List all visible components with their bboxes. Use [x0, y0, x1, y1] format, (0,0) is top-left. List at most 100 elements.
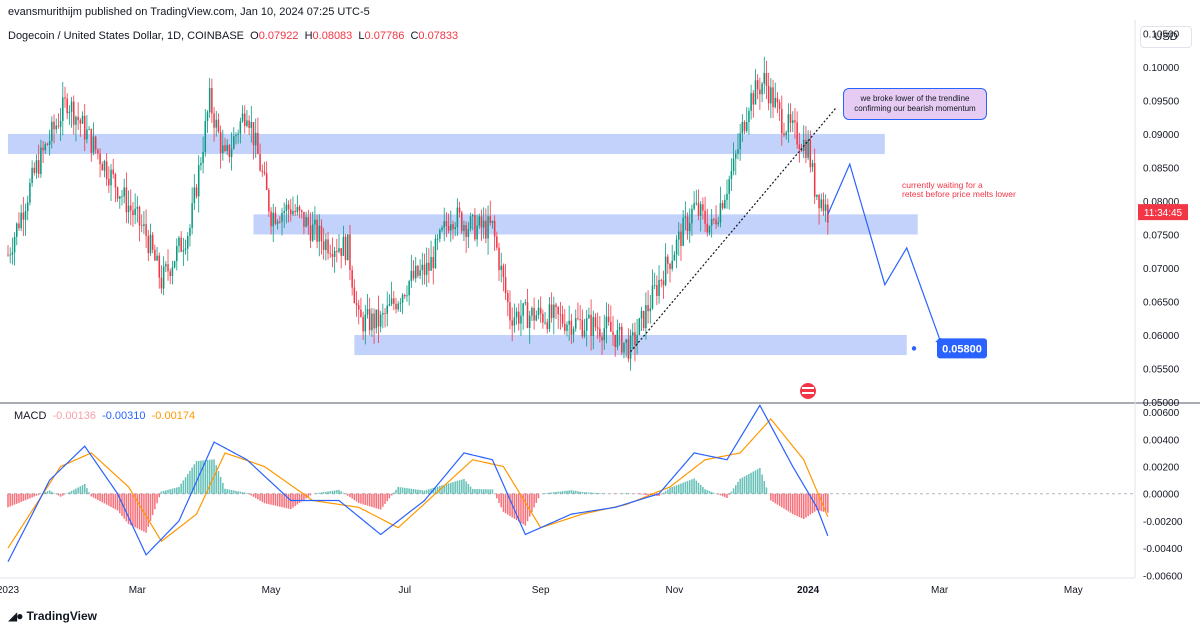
- candle-body: [42, 147, 44, 151]
- macd-histogram-bar: [504, 493, 507, 514]
- candle-body: [103, 161, 106, 171]
- macd-histogram-bar: [169, 489, 171, 494]
- macd-histogram-bar: [669, 487, 671, 494]
- candle-body: [90, 128, 93, 153]
- candle-body: [417, 265, 419, 276]
- candle-body: [35, 160, 38, 173]
- macd-histogram-bar: [480, 489, 483, 494]
- macd-histogram-bar: [406, 488, 408, 494]
- candle-body: [772, 87, 774, 108]
- candle-body: [458, 207, 461, 213]
- macd-histogram-bar: [176, 487, 178, 494]
- macd-histogram-bar: [537, 493, 540, 499]
- macd-histogram-bar: [193, 464, 196, 494]
- candle-body: [123, 187, 125, 197]
- macd-histogram-bar: [243, 492, 246, 494]
- symbol-header: Dogecoin / United States Dollar, 1D, COI…: [8, 30, 459, 42]
- macd-histogram-bar: [390, 493, 393, 496]
- macd-histogram-bar: [393, 492, 395, 494]
- macd-histogram-bar: [250, 493, 253, 496]
- candle-body: [169, 271, 171, 276]
- candle-body: [274, 212, 277, 224]
- candle-body: [487, 216, 489, 239]
- candle-body: [292, 210, 294, 215]
- macd-histogram-bar: [116, 493, 119, 511]
- macd-histogram-bar: [592, 492, 595, 494]
- macd-histogram-bar: [72, 489, 75, 494]
- macd-histogram-bar: [217, 471, 220, 494]
- candle-body: [294, 210, 296, 213]
- macd-histogram-bar: [460, 479, 463, 494]
- macd-histogram-bar: [702, 487, 704, 494]
- candle-body: [360, 309, 362, 318]
- candle-body: [721, 203, 724, 209]
- candle-body: [414, 265, 417, 279]
- candle-body: [502, 265, 505, 278]
- macd-histogram-bar: [430, 488, 432, 494]
- candle-body: [364, 314, 367, 332]
- candle-body: [539, 307, 542, 314]
- macd-histogram-bar: [303, 493, 305, 500]
- macd-histogram-bar: [822, 493, 825, 512]
- trendline: [630, 106, 838, 353]
- macd-histogram-bar: [397, 486, 399, 494]
- macd-histogram-bar: [366, 493, 369, 506]
- candle-body: [162, 266, 165, 289]
- candle-body: [375, 309, 378, 329]
- macd-histogram-bar: [246, 492, 248, 494]
- candle-body: [132, 210, 134, 216]
- candle-body: [688, 223, 691, 232]
- candle-body: [439, 229, 441, 239]
- macd-histogram-bar: [7, 493, 9, 508]
- macd-histogram-bar: [463, 478, 465, 494]
- macd-histogram-bar: [154, 493, 156, 510]
- candle-body: [785, 132, 787, 136]
- macd-histogram-bar: [395, 489, 397, 494]
- macd-histogram-bar: [248, 493, 250, 495]
- tradingview-brand[interactable]: ◢● TradingView: [8, 609, 97, 623]
- macd-histogram-bar: [686, 480, 689, 494]
- price-tick-label: 0.08500: [1143, 163, 1180, 174]
- macd-histogram-bar: [789, 493, 792, 513]
- candle-body: [22, 212, 25, 220]
- macd-histogram-bar: [105, 493, 108, 505]
- candle-body: [678, 231, 680, 240]
- macd-histogram-bar: [316, 493, 318, 494]
- candle-body: [347, 234, 349, 261]
- macd-histogram-bar: [162, 490, 165, 494]
- close-value: 0.07833: [418, 30, 459, 42]
- candle-body: [579, 318, 581, 320]
- candle-body: [147, 235, 150, 254]
- macd-histogram-bar: [695, 480, 698, 494]
- candle-body: [515, 311, 518, 318]
- macd-histogram-bar: [336, 490, 338, 494]
- macd-histogram-bar: [555, 491, 557, 494]
- candle-body: [388, 304, 391, 306]
- candle-body: [316, 219, 318, 242]
- macd-histogram-bar: [261, 493, 264, 502]
- candle-body: [33, 167, 36, 173]
- currency-button[interactable]: USD: [1140, 26, 1192, 48]
- candle-body: [397, 303, 399, 310]
- candle-body: [550, 304, 553, 318]
- macd-histogram-bar: [515, 493, 518, 521]
- candle-body: [507, 292, 509, 303]
- macd-histogram-bar: [44, 492, 47, 494]
- candle-body: [285, 204, 288, 211]
- macd-histogram-bar: [180, 483, 182, 494]
- candle-body: [805, 139, 807, 158]
- candle-body: [197, 165, 200, 197]
- candle-body: [110, 169, 112, 186]
- candle-body: [101, 164, 104, 171]
- candle-body: [219, 131, 222, 154]
- candle-body: [517, 311, 520, 324]
- macd-histogram-bar: [708, 490, 711, 494]
- macd-histogram-bar: [564, 490, 566, 494]
- candle-body: [559, 314, 562, 315]
- candle-body: [658, 280, 660, 296]
- macd-histogram-bar: [263, 493, 266, 504]
- macd-histogram-bar: [101, 493, 104, 503]
- macd-histogram-bar: [414, 489, 417, 494]
- macd-histogram-bar: [86, 488, 88, 494]
